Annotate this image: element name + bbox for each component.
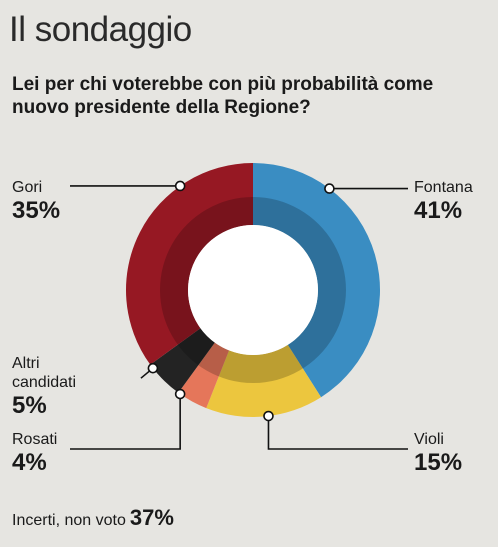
leader-line xyxy=(267,416,408,450)
slice-percent: 41% xyxy=(414,197,462,224)
slice-percent: 4% xyxy=(12,449,47,476)
slice-fontana xyxy=(253,163,380,398)
leader-dot xyxy=(174,388,186,400)
undecided-label: Incerti, non voto xyxy=(12,512,126,529)
slice-name: Rosati xyxy=(12,431,57,448)
slice-name: Altri xyxy=(12,355,40,372)
undecided-note: Incerti, non voto 37% xyxy=(12,505,174,531)
slice-gori xyxy=(126,163,253,365)
poll-question: Lei per chi voterebbe con più probabilit… xyxy=(12,74,434,118)
slice-percent: 35% xyxy=(12,197,60,224)
donut-hole xyxy=(188,225,318,355)
slice-violi xyxy=(206,344,322,417)
leader-dot xyxy=(263,410,274,422)
slice-percent: 5% xyxy=(12,392,47,419)
leader-dot xyxy=(174,180,186,192)
slice-name: candidati xyxy=(12,374,76,391)
undecided-value: 37% xyxy=(129,505,174,530)
page-title: Il sondaggio xyxy=(9,10,192,49)
slice-name: Violi xyxy=(414,431,444,448)
leader-dot xyxy=(324,183,335,194)
leader-line xyxy=(70,394,181,450)
inner-shade-ring xyxy=(159,197,346,383)
slice-altri-candidati xyxy=(150,328,215,393)
slice-name: Gori xyxy=(12,179,42,196)
leader-dot xyxy=(147,362,159,374)
slice-percent: 15% xyxy=(414,449,462,476)
slice-name: Fontana xyxy=(414,179,473,196)
slice-rosati xyxy=(178,342,230,409)
